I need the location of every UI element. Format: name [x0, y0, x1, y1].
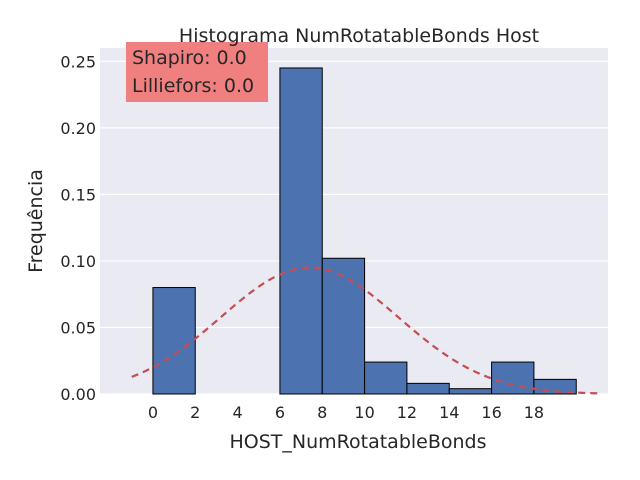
y-axis-label: Frequência	[25, 169, 47, 273]
chart-title: Histograma NumRotatableBonds Host	[179, 25, 539, 47]
x-tick-label: 6	[275, 403, 285, 422]
y-tick-label: 0.05	[60, 318, 96, 337]
annotation-lilliefors: Lilliefors: 0.0	[132, 75, 254, 97]
y-tick-labels: 0.00 0.05 0.10 0.15 0.20 0.25	[60, 52, 96, 404]
x-tick-label: 4	[232, 403, 242, 422]
x-tick-label: 18	[524, 403, 544, 422]
normal-fit-curve	[131, 266, 598, 395]
x-tick-label: 10	[354, 403, 374, 422]
y-tick-label: 0.10	[60, 252, 96, 271]
x-tick-label: 0	[148, 403, 158, 422]
histogram-bar	[364, 361, 408, 395]
x-tick-label: 8	[317, 403, 327, 422]
y-tick-label: 0.25	[60, 52, 96, 71]
histogram-bar	[321, 257, 366, 395]
stats-annotation: Shapiro: 0.0 Lilliefors: 0.0	[126, 42, 268, 102]
x-tick-label: 2	[190, 403, 200, 422]
y-tick-label: 0.15	[60, 185, 96, 204]
histogram-bar	[448, 388, 493, 395]
x-tick-label: 12	[397, 403, 417, 422]
x-axis-label: HOST_NumRotatableBonds	[229, 431, 486, 453]
x-tick-label: 16	[481, 403, 501, 422]
annotation-shapiro: Shapiro: 0.0	[132, 47, 247, 69]
histogram-bar	[491, 361, 535, 395]
x-tick-labels: 0 2 4 6 8 10 12 14 16 18	[148, 403, 544, 422]
histogram-bars	[152, 67, 577, 395]
y-tick-label: 0.00	[60, 385, 96, 404]
y-tick-label: 0.20	[60, 119, 96, 138]
histogram-bar	[406, 382, 450, 395]
annotation-box	[126, 42, 268, 102]
histogram-bar	[152, 287, 196, 395]
histogram-bar	[279, 67, 323, 395]
x-tick-label: 14	[439, 403, 459, 422]
